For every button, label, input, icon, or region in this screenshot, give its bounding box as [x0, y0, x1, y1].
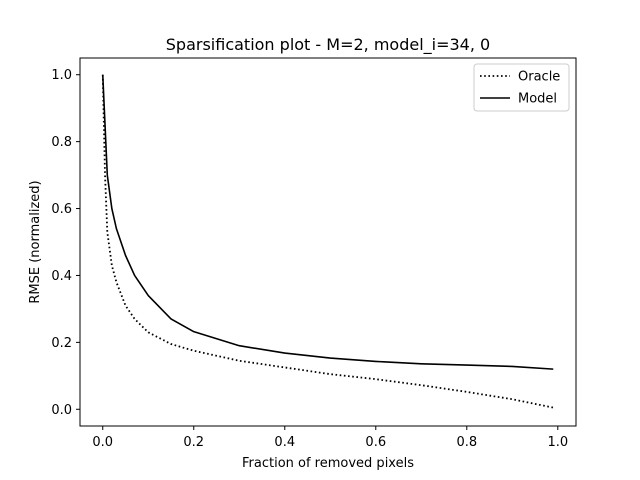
- x-tick-label: 1.0: [547, 435, 568, 450]
- y-axis-label: RMSE (normalized): [28, 180, 43, 303]
- x-tick-label: 0.8: [456, 435, 477, 450]
- x-tick-label: 0.2: [183, 435, 204, 450]
- series-line-oracle: [101, 74, 554, 409]
- legend-label-model: Model: [518, 92, 557, 107]
- plot-area: [79, 57, 577, 427]
- series-line-model: [101, 74, 554, 370]
- y-tick-label: 0.8: [51, 135, 72, 150]
- y-tick-label: 0.2: [51, 336, 72, 351]
- y-tick-label: 1.0: [51, 68, 72, 83]
- x-tick-label: 0.0: [92, 435, 113, 450]
- x-tick-label: 0.4: [274, 435, 295, 450]
- x-axis-label: Fraction of removed pixels: [242, 456, 414, 471]
- series-layer: [101, 74, 554, 409]
- legend: Oracle Model: [473, 63, 570, 112]
- x-tick-label: 0.6: [365, 435, 386, 450]
- y-tick-label: 0.0: [51, 403, 72, 418]
- y-tick-label: 0.4: [51, 269, 72, 284]
- legend-label-oracle: Oracle: [518, 70, 560, 85]
- axes-frame: [79, 57, 577, 427]
- chart-title: Sparsification plot - M=2, model_i=34, 0: [166, 35, 490, 55]
- y-axis-ticks: 0.0 0.2 0.4 0.6 0.8 1.0: [51, 68, 80, 418]
- y-tick-label: 0.6: [51, 202, 72, 217]
- x-axis-ticks: 0.0 0.2 0.4 0.6 0.8 1.0: [92, 426, 568, 450]
